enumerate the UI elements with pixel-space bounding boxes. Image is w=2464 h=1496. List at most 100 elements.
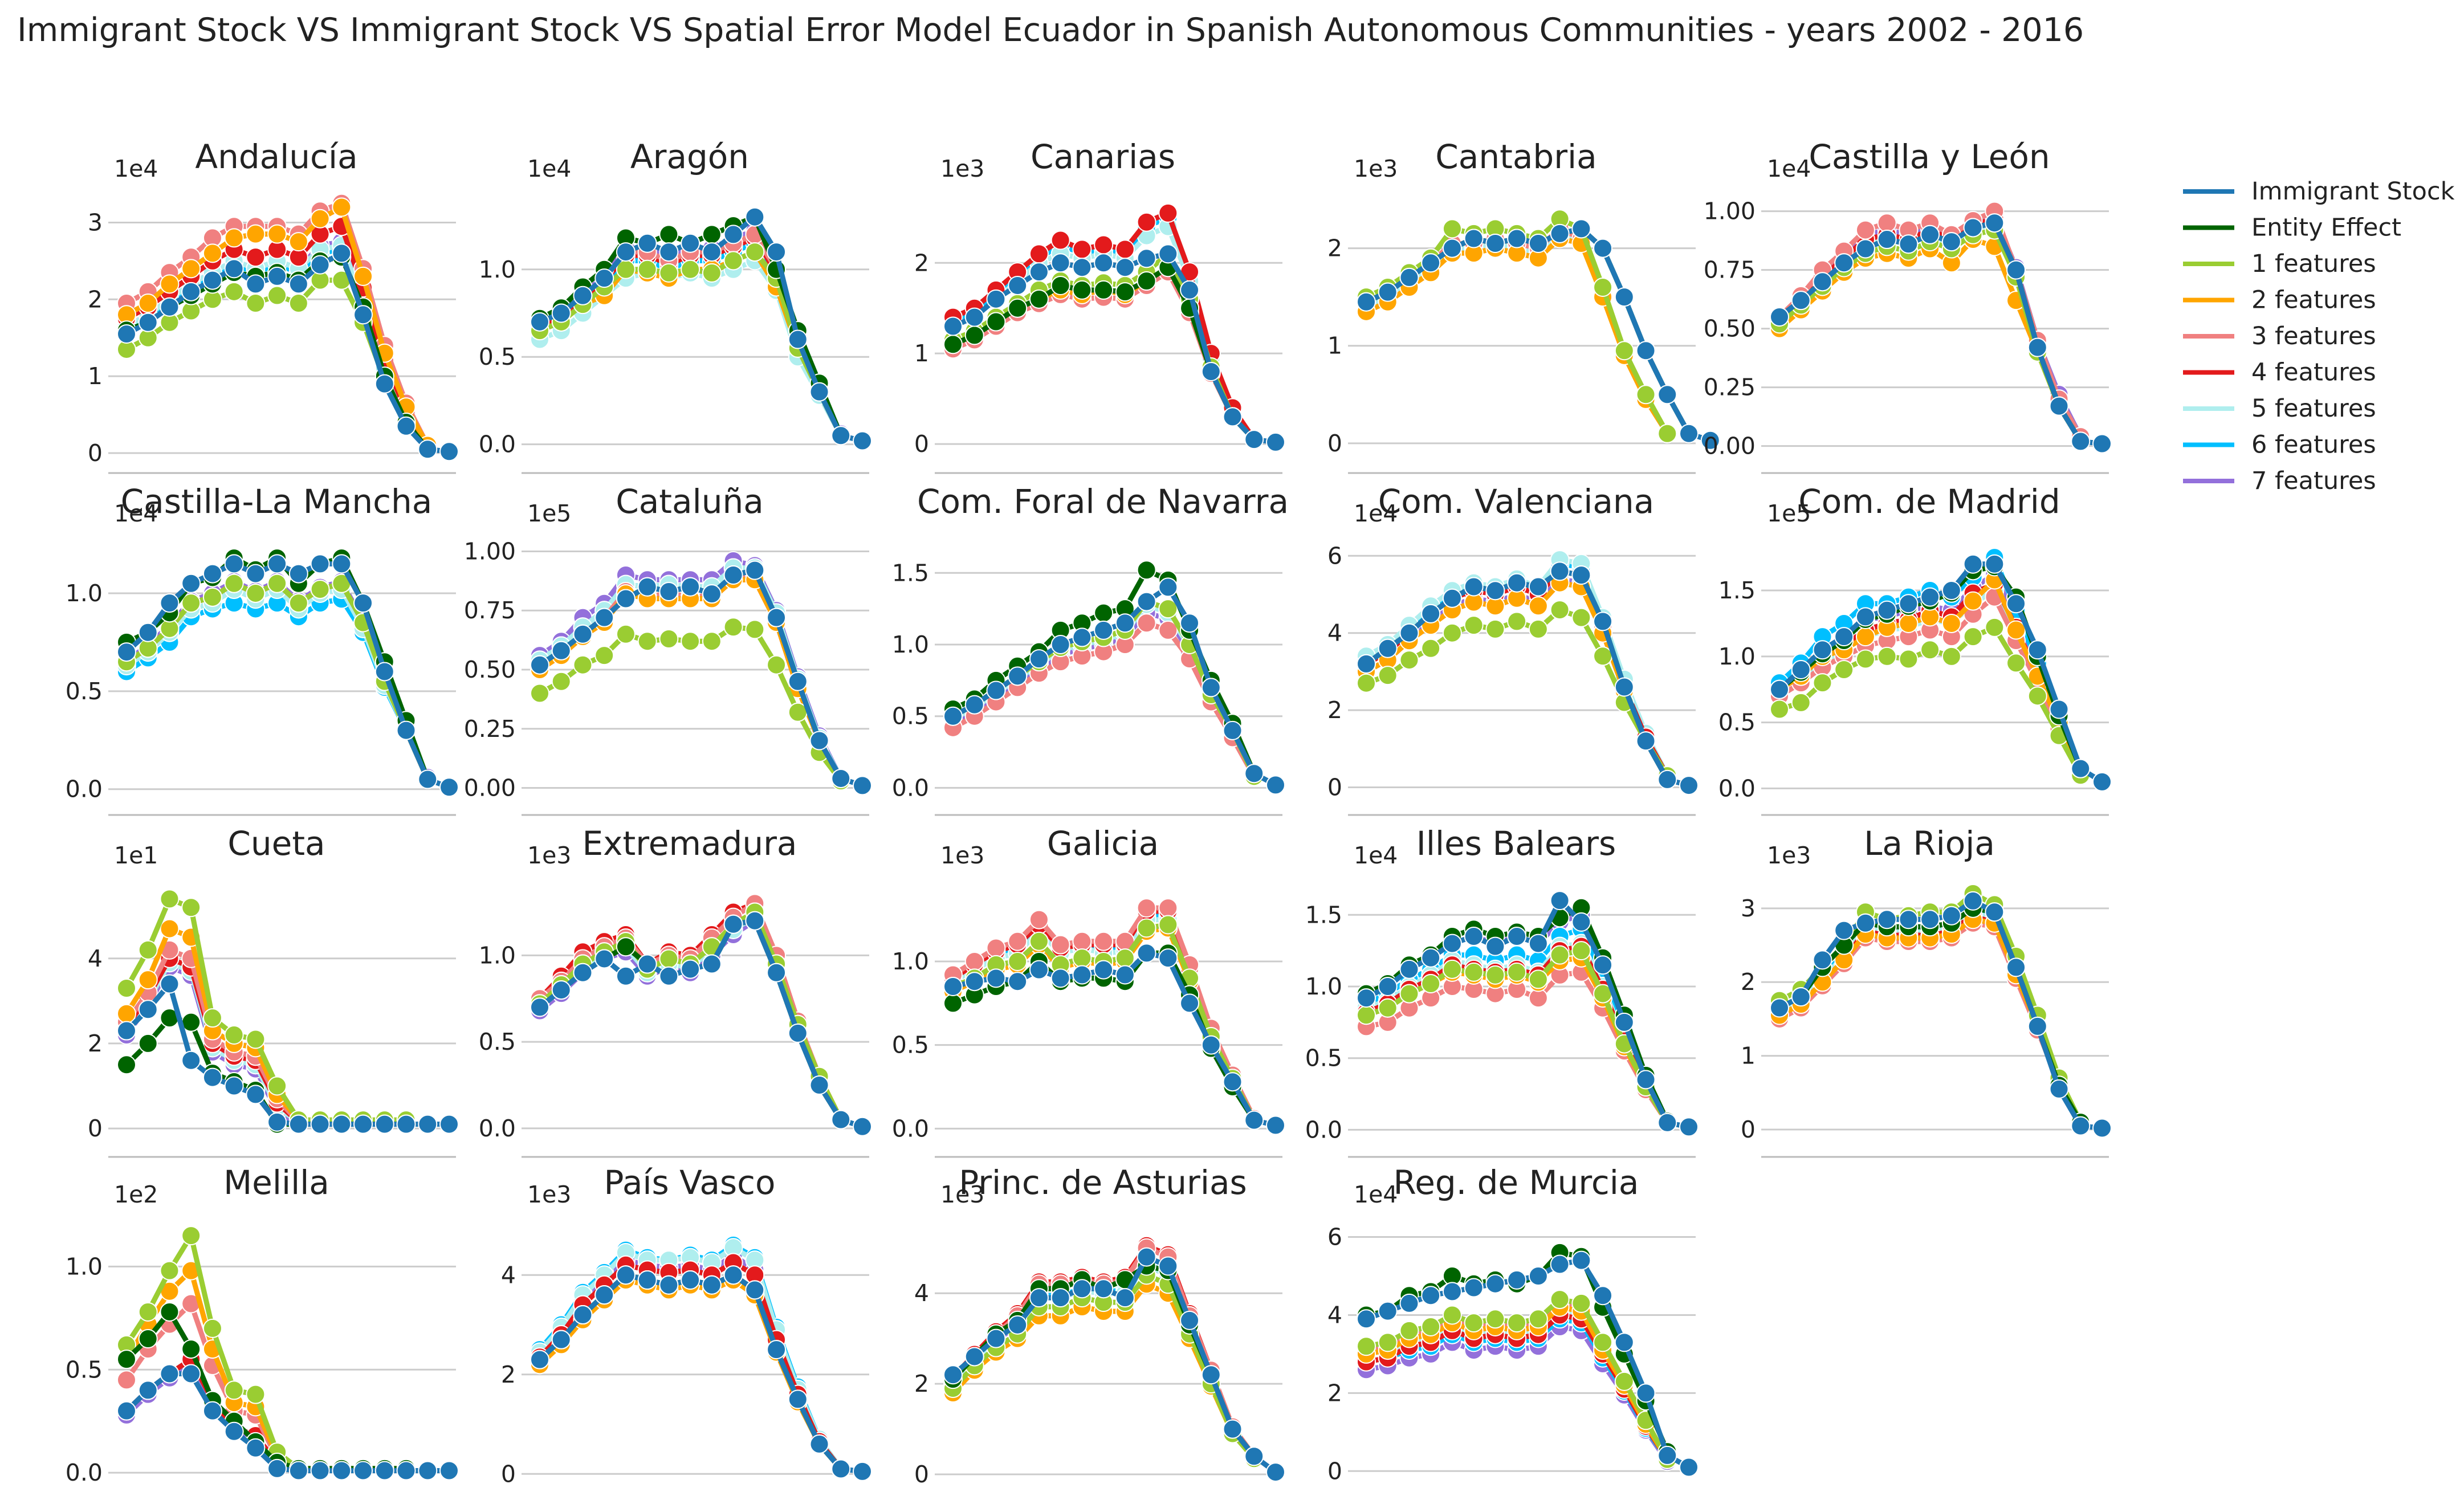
- data-point: [1357, 654, 1376, 674]
- data-point: [1072, 258, 1092, 278]
- data-point: [310, 255, 330, 275]
- series-line: [951, 1254, 1277, 1474]
- data-point: [1115, 1288, 1135, 1308]
- panel: 0.0 0.5 1.0 1e2 Melilla: [66, 1163, 459, 1486]
- data-point: [1507, 962, 1527, 982]
- data-point: [1593, 612, 1613, 631]
- data-point: [1636, 731, 1656, 751]
- data-point: [1094, 960, 1114, 980]
- data-point: [637, 259, 657, 279]
- y-tick-label: 2: [1327, 696, 1342, 724]
- data-point: [1421, 253, 1441, 273]
- data-point: [2049, 396, 2069, 416]
- data-point: [1029, 244, 1049, 264]
- data-point: [332, 554, 352, 574]
- axis-multiplier: 1e4: [527, 155, 571, 182]
- data-point: [702, 584, 722, 604]
- data-point: [117, 978, 136, 998]
- data-point: [745, 1280, 765, 1300]
- legend-label: 7 features: [2251, 467, 2376, 495]
- panel-title: Com. de Madrid: [1798, 482, 2060, 521]
- data-point: [745, 242, 765, 262]
- data-point: [1072, 239, 1092, 259]
- data-point: [1094, 603, 1114, 623]
- y-tick-label: 1.0: [1718, 643, 1756, 670]
- data-point: [964, 307, 984, 327]
- y-tick-label: 0.0: [892, 1115, 929, 1142]
- data-point: [1899, 594, 1919, 614]
- data-point: [1378, 977, 1398, 996]
- data-point: [1507, 1270, 1527, 1290]
- axis-multiplier: 1e4: [114, 500, 158, 527]
- data-point: [573, 1305, 593, 1325]
- series-line: [538, 568, 864, 788]
- data-point: [181, 1364, 201, 1384]
- data-point: [788, 329, 808, 349]
- data-point: [616, 624, 636, 644]
- y-tick-label: 0.5: [479, 1028, 516, 1055]
- data-point: [594, 608, 614, 627]
- data-point: [1985, 554, 2005, 574]
- y-tick-label: 1.0: [892, 631, 929, 658]
- data-point: [831, 426, 851, 446]
- data-point: [1593, 955, 1613, 975]
- panel-title: Princ. de Asturias: [959, 1163, 1247, 1202]
- data-point: [1550, 1254, 1570, 1274]
- data-point: [181, 573, 201, 593]
- data-point: [1985, 902, 2005, 922]
- data-point: [310, 1114, 330, 1134]
- y-tick-label: 0.0: [479, 1115, 516, 1142]
- y-tick-label: 0: [1327, 1457, 1342, 1485]
- data-point: [353, 593, 373, 613]
- data-point: [723, 1265, 743, 1285]
- data-point: [1180, 280, 1200, 300]
- panel: 0.0 0.5 1.0 1e3 Extremadura: [479, 824, 872, 1158]
- y-tick-label: 0.50: [1704, 315, 1756, 343]
- data-point: [1050, 1288, 1070, 1308]
- data-point: [1357, 1336, 1376, 1356]
- panel: 0.0 0.5 1.0 1e3 Galicia: [892, 824, 1285, 1158]
- data-point: [1223, 720, 1243, 740]
- panel-title: Cataluña: [616, 482, 764, 521]
- series-line: [1365, 898, 1689, 1130]
- data-point: [530, 312, 549, 332]
- data-point: [181, 1339, 201, 1359]
- data-point: [1941, 646, 1961, 666]
- data-point: [1679, 423, 1699, 443]
- data-point: [1657, 1112, 1677, 1132]
- y-tick-label: 6: [1327, 1224, 1342, 1251]
- data-point: [1201, 678, 1221, 698]
- series-line: [125, 250, 450, 454]
- data-point: [1158, 898, 1178, 918]
- data-point: [637, 631, 657, 651]
- data-point: [1137, 1247, 1156, 1267]
- data-point: [1399, 959, 1419, 979]
- data-point: [1050, 253, 1070, 273]
- data-point: [332, 1461, 352, 1481]
- data-point: [1550, 1290, 1570, 1310]
- data-point: [767, 1340, 787, 1360]
- data-point: [2027, 1016, 2047, 1036]
- data-point: [1399, 984, 1419, 1004]
- panel-title: Cueta: [227, 824, 325, 863]
- data-point: [1657, 385, 1677, 405]
- data-point: [594, 1285, 614, 1305]
- y-tick-label: 0.00: [464, 775, 516, 802]
- data-point: [267, 224, 287, 244]
- data-point: [202, 587, 222, 607]
- data-point: [117, 1021, 136, 1041]
- y-tick-label: 0.25: [1704, 374, 1756, 401]
- data-point: [1266, 775, 1285, 795]
- data-point: [1050, 275, 1070, 295]
- data-point: [1813, 673, 1832, 693]
- data-point: [530, 683, 549, 703]
- panel: 0 1 2 1e3 Cantabria: [1327, 137, 1720, 474]
- data-point: [332, 243, 352, 263]
- y-tick-label: 1.5: [892, 559, 929, 586]
- data-point: [1657, 769, 1677, 789]
- data-point: [1223, 1072, 1243, 1092]
- data-point: [551, 980, 571, 1000]
- data-point: [246, 1085, 266, 1104]
- y-tick-label: 2: [88, 1030, 103, 1057]
